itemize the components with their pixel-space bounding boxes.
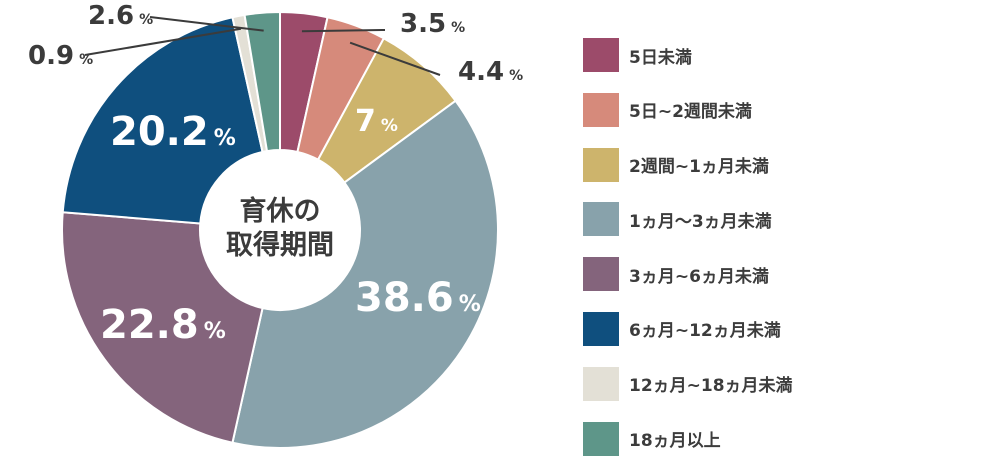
- legend-item-4: 1ヵ月〜3ヵ月未満: [583, 202, 983, 237]
- legend-label: 18ヵ月以上: [629, 431, 721, 452]
- legend-swatch: [583, 202, 619, 237]
- leader-line-2: [349, 41, 441, 76]
- pie-slice-8: [243, 10, 281, 153]
- legend-item-8: 18ヵ月以上: [583, 421, 983, 456]
- leader-line-7: [84, 27, 242, 56]
- legend-item-6: 6ヵ月~12ヵ月未満: [583, 311, 983, 346]
- data-label-5: 22.8%: [100, 302, 226, 348]
- legend-swatch: [583, 38, 619, 72]
- legend-swatch: [583, 366, 619, 401]
- legend-label: 5日~2週間未満: [629, 102, 752, 123]
- leader-line-1: [301, 29, 386, 33]
- data-label-8: 2.6%: [88, 1, 153, 31]
- legend-swatch: [583, 421, 619, 456]
- legend: 5日未満 5日~2週間未満 2週間~1ヵ月未満 1ヵ月〜3ヵ月未満 3ヵ月~6ヵ月未満 6…: [583, 38, 983, 476]
- legend-swatch: [583, 257, 619, 292]
- legend-label: 2週間~1ヵ月未満: [629, 157, 769, 178]
- legend-label: 3ヵ月~6ヵ月未満: [629, 266, 769, 287]
- data-label-7: 0.9%: [28, 41, 93, 71]
- legend-item-5: 3ヵ月~6ヵ月未満: [583, 257, 983, 292]
- pie-chart: 育休の 取得期間 3.5% 4.4% 0.9% 2.6% 7% 38.6% 22.8% 20.2%: [28, 1, 523, 449]
- leader-line-8: [149, 16, 264, 32]
- data-label-4: 38.6%: [355, 275, 481, 321]
- legend-item-1: 5日未満: [583, 38, 983, 72]
- data-label-3: 7%: [355, 104, 398, 139]
- legend-label: 12ヵ月~18ヵ月未満: [629, 376, 793, 397]
- data-label-1: 3.5%: [400, 9, 465, 39]
- center-label-line-1: 育休の: [240, 195, 321, 227]
- legend-label: 5日未満: [629, 47, 692, 68]
- data-label-2: 4.4%: [458, 57, 523, 87]
- legend-swatch: [583, 147, 619, 182]
- pie-slice-6: [61, 16, 264, 225]
- legend-item-2: 5日~2週間未満: [583, 92, 983, 127]
- pie-slice-4: [231, 99, 499, 449]
- legend-swatch: [583, 311, 619, 346]
- legend-label: 1ヵ月〜3ヵ月未満: [629, 211, 772, 232]
- legend-item-7: 12ヵ月~18ヵ月未満: [583, 366, 983, 401]
- data-label-6: 20.2%: [110, 109, 236, 155]
- legend-item-3: 2週間~1ヵ月未満: [583, 147, 983, 182]
- pie-slice-5: [61, 211, 264, 444]
- center-label-line-2: 取得期間: [226, 230, 334, 261]
- legend-label: 6ヵ月~12ヵ月未満: [629, 321, 781, 342]
- legend-swatch: [583, 92, 619, 127]
